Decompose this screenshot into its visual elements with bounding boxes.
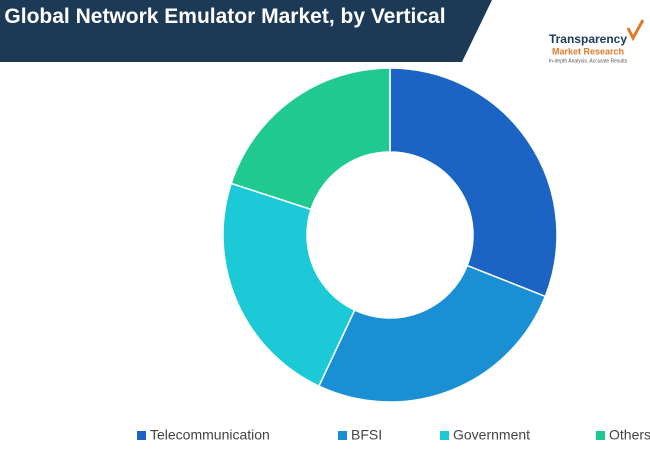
title-banner	[0, 0, 492, 62]
chart-title: Global Network Emulator Market, by Verti…	[4, 5, 446, 28]
legend-swatch	[137, 431, 146, 440]
logo-name2: Market Research	[552, 46, 624, 56]
legend-swatch	[596, 431, 605, 440]
logo-tagline: In-depth Analysis. Accurate Results	[549, 58, 628, 64]
legend-label: Telecommunication	[150, 427, 270, 443]
legend-label: BFSI	[351, 427, 382, 443]
legend-swatch	[338, 431, 347, 440]
donut-segment	[230, 67, 391, 211]
donut-segment	[389, 67, 558, 298]
legend-swatch	[440, 431, 449, 440]
legend-label: Others	[609, 427, 650, 443]
donut-segment	[317, 264, 547, 403]
legend-label: Government	[453, 427, 530, 443]
logo-name: Transparency	[549, 32, 627, 46]
logo-check	[626, 19, 645, 42]
donut-segment	[222, 182, 356, 388]
